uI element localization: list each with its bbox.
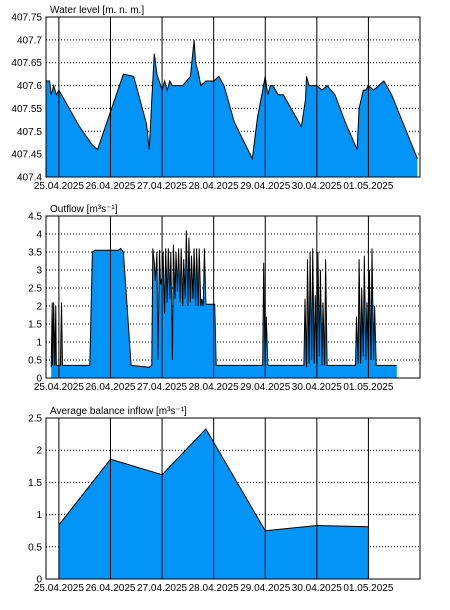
series-line	[46, 39, 418, 161]
y-tick-label: 3.5	[28, 248, 42, 259]
y-tick-label: 2	[36, 446, 42, 457]
chart-title: Water level [m. n. m.]	[50, 5, 144, 16]
y-tick-label: 1.5	[28, 478, 42, 489]
x-tick-label: 01.05.2025	[343, 583, 393, 594]
y-tick-label: 407.45	[11, 150, 42, 161]
x-tick-label: 28.04.2025	[189, 181, 239, 192]
y-tick-label: 407.65	[11, 58, 42, 69]
x-tick-label: 01.05.2025	[343, 382, 393, 393]
y-tick-label: 407.75	[11, 13, 42, 24]
plot-frame	[45, 417, 421, 580]
x-tick-label: 29.04.2025	[240, 382, 290, 393]
plot-frame	[45, 215, 421, 379]
x-tick-label: 27.04.2025	[137, 583, 187, 594]
chart-panel-3: 0 0.5 1 1.5 2 2.5 25.04.2025 26.04.2025 27.04.20…	[28, 406, 421, 594]
y-tick-label: 4	[36, 230, 42, 241]
y-tick-label: 2	[36, 302, 42, 313]
y-tick-label: 1	[36, 510, 42, 521]
y-tick-label: 3	[36, 266, 42, 277]
y-tick-label: 0.5	[28, 356, 42, 367]
series-area	[51, 230, 397, 378]
x-tick-label: 26.04.2025	[85, 382, 135, 393]
y-tick-label: 0	[36, 575, 42, 586]
series-area	[46, 39, 418, 178]
x-tick-label: 27.04.2025	[137, 382, 187, 393]
y-tick-label: 2.5	[28, 284, 42, 295]
chart-title: Average balance inflow [m³s⁻¹]	[50, 406, 187, 417]
chart-title: Outflow [m³s⁻¹]	[50, 204, 118, 215]
chart-panel-2: 0 0.5 1 1.5 2 2.5 3 3.5 4 4.5 25.04.2025 26.04.2025…	[28, 204, 421, 393]
y-tick-label: 1	[36, 338, 42, 349]
x-tick-label: 30.04.2025	[292, 583, 342, 594]
series-line	[50, 230, 397, 368]
x-tick-label: 30.04.2025	[292, 181, 342, 192]
y-tick-label: 407.55	[11, 104, 42, 115]
x-tick-label: 01.05.2025	[343, 181, 393, 192]
y-tick-label: 2.5	[28, 414, 42, 425]
x-tick-label: 26.04.2025	[85, 181, 135, 192]
x-tick-label: 25.04.2025	[34, 181, 84, 192]
x-tick-label: 25.04.2025	[34, 382, 84, 393]
y-tick-label: 407.5	[17, 127, 42, 138]
x-tick-label: 28.04.2025	[189, 583, 239, 594]
x-tick-label: 29.04.2025	[240, 583, 290, 594]
x-tick-label: 29.04.2025	[240, 181, 290, 192]
chart-panel-1: 407.4 407.45 407.5 407.55 407.6 407.65 407.7 40…	[11, 5, 421, 192]
x-tick-label: 26.04.2025	[85, 583, 135, 594]
y-tick-label: 407.4	[17, 173, 42, 184]
y-tick-label: 407.7	[17, 35, 42, 46]
y-tick-label: 407.6	[17, 81, 42, 92]
y-tick-label: 4.5	[28, 212, 42, 223]
x-tick-label: 30.04.2025	[292, 382, 342, 393]
x-tick-label: 25.04.2025	[34, 583, 84, 594]
x-tick-label: 28.04.2025	[189, 382, 239, 393]
y-tick-label: 0	[36, 374, 42, 385]
y-tick-label: 0.5	[28, 542, 42, 553]
plot-frame	[45, 16, 421, 178]
x-tick-label: 27.04.2025	[137, 181, 187, 192]
y-tick-label: 1.5	[28, 320, 42, 331]
